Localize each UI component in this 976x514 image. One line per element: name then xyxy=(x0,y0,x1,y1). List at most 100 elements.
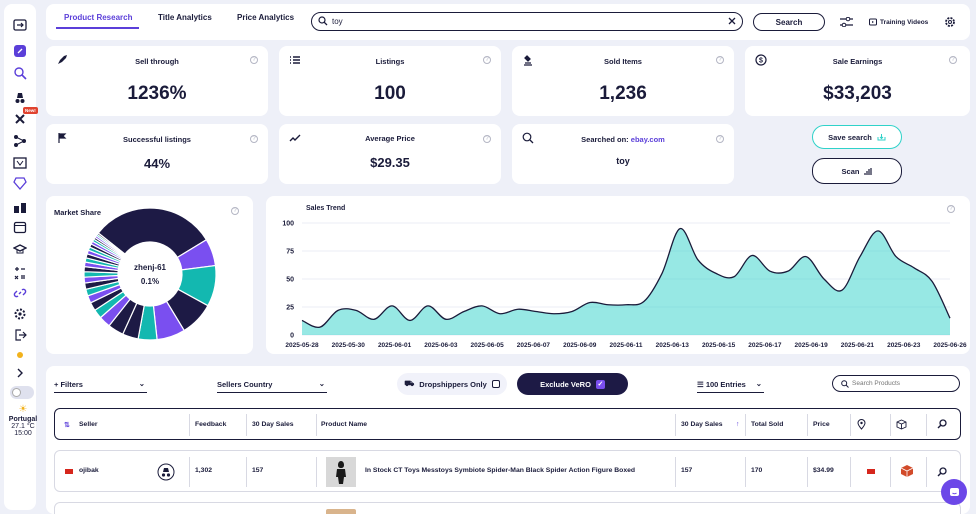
sale-earnings-value: $33,203 xyxy=(823,83,892,104)
entries-label: 100 Entries xyxy=(705,380,746,389)
product-thumbnail[interactable] xyxy=(326,509,356,514)
package-icon[interactable] xyxy=(896,419,907,430)
toggle-sidebar-icon[interactable] xyxy=(13,18,27,32)
help-icon[interactable]: ? xyxy=(716,56,724,64)
sort-arrow-icon[interactable]: ↑ xyxy=(736,421,740,428)
header-price[interactable]: Price xyxy=(813,421,830,428)
header-total-sold[interactable]: Total Sold xyxy=(751,421,784,428)
product-research-icon[interactable] xyxy=(13,44,27,58)
sales-trend-title: Sales Trend xyxy=(306,205,346,212)
header-product-name[interactable]: Product Name xyxy=(321,421,368,428)
y-tick-label: 0 xyxy=(290,333,294,340)
help-icon[interactable]: ? xyxy=(483,135,491,143)
magnifier-icon xyxy=(522,132,534,144)
shipping-box-icon[interactable] xyxy=(900,464,914,478)
table-header: ⇅ Seller Feedback 30 Day Sales Product N… xyxy=(54,408,961,440)
location-pin-icon[interactable] xyxy=(857,419,866,430)
product-thumbnail[interactable] xyxy=(326,457,356,487)
clear-search-icon[interactable] xyxy=(728,17,736,25)
cell-product-name[interactable]: In Stock CT Toys Messtoys Symbiote Spide… xyxy=(365,467,636,474)
diamond-icon[interactable] xyxy=(13,176,27,190)
search-icon[interactable] xyxy=(937,419,947,429)
help-icon[interactable]: ? xyxy=(947,205,955,213)
save-search-label: Save search xyxy=(828,132,872,142)
help-icon[interactable]: ? xyxy=(250,56,258,64)
sort-icon[interactable]: ⇅ xyxy=(64,422,70,429)
entries-select[interactable]: ☰ 100 Entries ⌄ xyxy=(697,379,764,393)
table-row[interactable] xyxy=(54,502,961,514)
column-divider xyxy=(246,457,247,487)
searched-on-site[interactable]: ebay.com xyxy=(630,135,665,144)
tab-title-analytics[interactable]: Title Analytics xyxy=(158,13,212,22)
filter-sliders-icon[interactable] xyxy=(840,17,853,27)
sales-trend-chart[interactable]: 0 25 50 75 100 2025-05-28 2025-05-30 2025-06-01… xyxy=(266,196,970,354)
chevron-right-icon[interactable] xyxy=(13,366,27,380)
flag-icon xyxy=(58,133,67,143)
table-row[interactable]: ojibak 1,302 157 In Stock CT Toys Messto… xyxy=(54,450,961,492)
sales-line[interactable] xyxy=(301,227,951,329)
training-videos-link[interactable]: Training Videos xyxy=(869,18,928,26)
searched-on-card: ? Searched on: ebay.com toy xyxy=(512,124,734,184)
save-search-button[interactable]: Save search xyxy=(812,125,902,149)
scan-button[interactable]: Scan xyxy=(812,158,902,184)
sell-through-card: ? Sell through 1236% xyxy=(46,46,268,116)
x-tick-label: 2025-06-21 xyxy=(841,342,875,349)
column-divider xyxy=(316,457,317,487)
help-icon[interactable]: ? xyxy=(716,135,724,143)
header-30-day-sales[interactable]: 30 Day Sales xyxy=(252,421,294,428)
column-divider xyxy=(745,414,746,436)
sale-earnings-title: Sale Earnings xyxy=(832,57,883,66)
market-share-donut[interactable] xyxy=(46,196,253,354)
store-icon[interactable] xyxy=(13,200,27,214)
weather-temp: 27.1 °C xyxy=(11,423,35,430)
logout-icon[interactable] xyxy=(13,328,27,342)
spy-seller-icon[interactable] xyxy=(157,463,175,481)
calculator-icon[interactable] xyxy=(13,266,27,280)
help-icon[interactable]: ? xyxy=(483,56,491,64)
spy-icon[interactable] xyxy=(13,90,27,104)
cell-total-sold: 170 xyxy=(751,467,763,474)
tab-product-research[interactable]: Product Research xyxy=(64,13,133,22)
cell-30-day-sales: 157 xyxy=(252,467,264,474)
donut-center-value: 0.1% xyxy=(140,277,160,286)
search-button[interactable]: Search xyxy=(753,13,825,31)
cell-price: $34.99 xyxy=(813,467,834,474)
settings-icon[interactable] xyxy=(13,307,27,321)
academy-icon[interactable] xyxy=(13,242,27,256)
weather-time: 15:00 xyxy=(14,430,32,437)
help-icon[interactable]: ? xyxy=(949,56,957,64)
help-icon[interactable]: ? xyxy=(250,135,258,143)
weather-location: Portugal xyxy=(8,416,38,423)
sellers-country-select[interactable]: Sellers Country ⌄ xyxy=(217,379,327,393)
theme-toggle-icon[interactable] xyxy=(10,386,34,399)
location-flag-icon xyxy=(867,469,875,474)
new-feature-icon[interactable] xyxy=(13,112,27,126)
filters-dropdown[interactable]: + Filters ⌄ xyxy=(54,379,147,393)
dropshippers-checkbox[interactable] xyxy=(491,380,500,388)
dropshippers-toggle[interactable]: ⛟ Dropshippers Only xyxy=(397,373,507,395)
exclude-vero-toggle[interactable]: Exclude VeRO ✓ xyxy=(517,373,628,395)
searched-on-title: Searched on: ebay.com xyxy=(512,135,734,144)
header-feedback[interactable]: Feedback xyxy=(195,421,227,428)
category-icon[interactable] xyxy=(13,134,27,148)
exclude-vero-checkbox[interactable]: ✓ xyxy=(595,379,605,389)
donut-slice-0[interactable] xyxy=(97,207,208,259)
chat-button[interactable] xyxy=(941,479,967,505)
search-insights-icon[interactable] xyxy=(13,66,27,80)
cell-seller[interactable]: ojibak xyxy=(79,467,99,474)
product-search-input[interactable] xyxy=(852,378,952,389)
donut-slice-28[interactable] xyxy=(96,232,126,256)
search-icon[interactable] xyxy=(937,467,947,477)
trend-icon xyxy=(289,134,301,142)
header-seller[interactable]: Seller xyxy=(79,421,98,428)
compare-icon[interactable] xyxy=(13,156,27,170)
link-icon[interactable] xyxy=(13,286,27,300)
calendar-icon[interactable] xyxy=(13,220,27,234)
x-tick-label: 2025-06-13 xyxy=(656,342,690,349)
help-icon[interactable]: ? xyxy=(231,207,239,215)
sun-icon[interactable] xyxy=(13,348,27,362)
gear-icon[interactable] xyxy=(944,16,956,28)
tab-price-analytics[interactable]: Price Analytics xyxy=(237,13,295,22)
header-30-day-sales-b[interactable]: 30 Day Sales xyxy=(681,421,723,428)
search-input[interactable] xyxy=(332,15,712,28)
